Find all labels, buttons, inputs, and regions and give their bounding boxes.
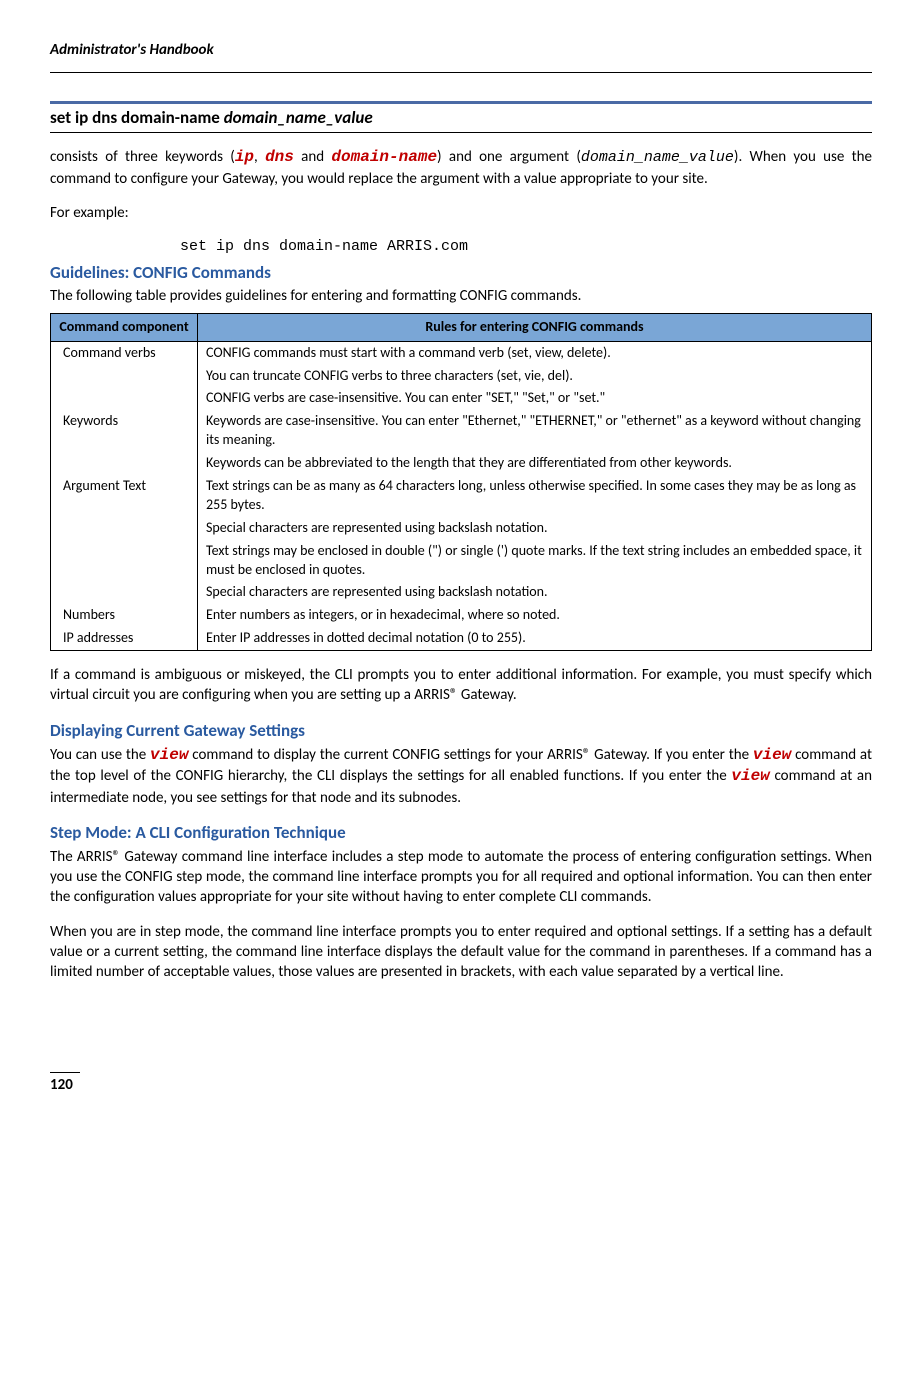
table-cell-component (51, 452, 198, 475)
table-cell-rule: Text strings can be as many as 64 charac… (198, 475, 872, 517)
keyword-dns: dns (265, 148, 294, 166)
table-cell-component (51, 387, 198, 410)
table-cell-rule: Enter numbers as integers, or in hexadec… (198, 604, 872, 627)
table-cell-rule: Special characters are represented using… (198, 581, 872, 604)
table-cell-component: Keywords (51, 410, 198, 452)
table-cell-rule: You can truncate CONFIG verbs to three c… (198, 365, 872, 388)
config-guidelines-table: Command component Rules for entering CON… (50, 313, 872, 651)
cmd-arg: domain_name_value (224, 107, 373, 128)
keyword-view: view (150, 746, 188, 764)
running-header: Administrator's Handbook (50, 40, 872, 60)
table-cell-component: Argument Text (51, 475, 198, 517)
arg-name: domain_name_value (581, 149, 734, 166)
text: and (294, 148, 332, 166)
guidelines-lead: The following table provides guidelines … (50, 286, 872, 306)
table-header-rules: Rules for entering CONFIG commands (198, 313, 872, 341)
display-heading: Displaying Current Gateway Settings (50, 720, 872, 743)
table-cell-rule: Keywords are case-insensitive. You can e… (198, 410, 872, 452)
table-cell-component (51, 365, 198, 388)
table-cell-component: IP addresses (51, 627, 198, 650)
display-paragraph: You can use the view command to display … (50, 745, 872, 808)
example-code: set ip dns domain-name ARRIS.com (180, 237, 872, 257)
stepmode-p1: The ARRIS® Gateway command line interfac… (50, 847, 872, 908)
table-cell-rule: CONFIG commands must start with a comman… (198, 341, 872, 364)
keyword-ip: ip (235, 148, 254, 166)
section-bar (50, 101, 872, 104)
table-cell-component (51, 540, 198, 582)
intro-paragraph: consists of three keywords (ip, dns and … (50, 147, 872, 189)
guidelines-heading: Guidelines: CONFIG Commands (50, 262, 872, 285)
keyword-view: view (731, 767, 769, 785)
table-cell-rule: Keywords can be abbreviated to the lengt… (198, 452, 872, 475)
command-syntax-heading: set ip dns domain-name domain_name_value (50, 107, 872, 133)
table-header-component: Command component (51, 313, 198, 341)
text: ) and one argument ( (437, 148, 581, 166)
guidelines-closing: If a command is ambiguous or miskeyed, t… (50, 665, 872, 706)
table-cell-component (51, 581, 198, 604)
table-cell-component: Command verbs (51, 341, 198, 364)
for-example-label: For example: (50, 203, 872, 223)
table-cell-rule: Enter IP addresses in dotted decimal not… (198, 627, 872, 650)
text: , (254, 148, 265, 166)
stepmode-heading: Step Mode: A CLI Configuration Technique (50, 822, 872, 845)
table-cell-rule: Text strings may be enclosed in double (… (198, 540, 872, 582)
table-cell-component: Numbers (51, 604, 198, 627)
text: You can use the (50, 746, 150, 764)
header-rule (50, 72, 872, 73)
keyword-view: view (753, 746, 791, 764)
keyword-domain-name: domain-name (331, 148, 437, 166)
cmd-prefix: set ip dns domain-name (50, 107, 224, 128)
text: command to display the current CONFIG se… (188, 746, 752, 764)
table-cell-component (51, 517, 198, 540)
table-cell-rule: Special characters are represented using… (198, 517, 872, 540)
stepmode-p2: When you are in step mode, the command l… (50, 922, 872, 983)
page-number: 120 (50, 1072, 80, 1095)
text: consists of three keywords ( (50, 148, 235, 166)
table-cell-rule: CONFIG verbs are case-insensitive. You c… (198, 387, 872, 410)
